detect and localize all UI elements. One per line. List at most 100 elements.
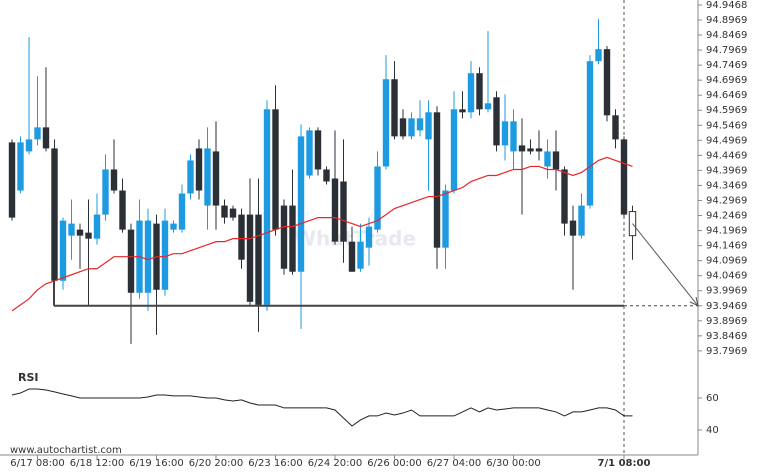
candle-body	[365, 226, 373, 248]
y-tick-label: 94.3469	[706, 180, 747, 191]
y-tick-label: 93.9969	[706, 286, 747, 297]
candle-body	[586, 61, 594, 206]
candle-body	[289, 205, 296, 272]
candle-body	[144, 220, 152, 293]
candle-body	[544, 151, 551, 167]
candle-body	[212, 151, 220, 206]
candle-body	[433, 112, 441, 248]
candle-body	[391, 79, 398, 137]
y-tick-label: 94.4469	[706, 150, 747, 161]
candle-body	[595, 49, 602, 62]
candle-body	[467, 73, 475, 113]
candle-body	[416, 118, 424, 131]
y-tick-label: 94.4969	[706, 135, 747, 146]
candle-body	[263, 109, 271, 305]
candle-body	[331, 178, 339, 242]
y-tick-label: 94.6469	[706, 90, 747, 101]
y-tick-label: 93.8469	[706, 331, 747, 342]
candle-body	[620, 139, 628, 215]
candle-body	[399, 118, 407, 137]
y-tick-label: 94.1969	[706, 226, 747, 237]
y-tick-label: 94.6969	[706, 75, 747, 86]
candle-body	[323, 169, 330, 182]
candle-body	[280, 205, 288, 269]
y-tick-label: 94.7969	[706, 45, 747, 56]
candle-body	[552, 151, 560, 170]
candle-body	[425, 112, 432, 140]
x-tick-label: 6/17 08:00	[10, 458, 64, 469]
candle-body	[110, 169, 118, 191]
candle-body	[25, 139, 33, 152]
candle-body	[476, 73, 483, 110]
rsi-line	[11, 388, 633, 427]
candle-body	[8, 142, 16, 218]
candle-body	[161, 220, 169, 290]
candle-body	[510, 121, 517, 152]
candle-body	[102, 169, 109, 215]
candle-body	[297, 136, 305, 272]
candle-body	[450, 109, 458, 191]
x-tick-label: 6/27 04:00	[427, 458, 481, 469]
candle-body	[272, 109, 279, 230]
y-tick-label: 93.7969	[706, 346, 747, 357]
candle-body	[561, 169, 568, 224]
y-tick-label: 93.8969	[706, 316, 747, 327]
candle-body	[42, 127, 50, 149]
candle-body	[85, 232, 92, 239]
candle-body	[238, 214, 245, 260]
candle-body	[442, 190, 449, 248]
candle-body	[578, 205, 585, 236]
candle-body	[195, 148, 203, 191]
candle-body	[459, 109, 466, 113]
y-tick-label: 94.0469	[706, 271, 747, 282]
candle-body	[246, 214, 254, 302]
candle-body	[501, 121, 509, 146]
y-tick-label: 94.2969	[706, 195, 747, 206]
candle-body	[170, 223, 177, 230]
y-tick-label: 94.0969	[706, 256, 747, 267]
x-tick-label: 6/30 00:00	[486, 458, 540, 469]
candle-body	[374, 166, 381, 230]
candle-body	[518, 145, 526, 152]
candle-body	[255, 214, 262, 305]
candle-body	[127, 229, 135, 293]
candle-body	[408, 118, 415, 137]
y-tick-label: 94.8469	[706, 30, 747, 41]
candle-body	[68, 223, 75, 236]
candle-body	[493, 97, 500, 146]
candle-body	[357, 241, 364, 269]
candle-body	[204, 148, 211, 206]
candle-body	[306, 130, 313, 176]
y-tick-label: 94.3969	[706, 165, 747, 176]
candle-body	[314, 130, 322, 170]
candle-body	[229, 208, 237, 218]
y-tick-label: 93.9469	[706, 301, 747, 312]
candle-body	[59, 220, 67, 281]
footer: www.autochartist.com	[10, 445, 122, 456]
y-tick-label: 94.8969	[706, 15, 747, 26]
x-tick-label: 6/24 20:00	[308, 458, 362, 469]
x-tick-label: 6/18 12:00	[70, 458, 124, 469]
candle-body	[603, 49, 611, 116]
x-tick-label: 6/20 20:00	[189, 458, 243, 469]
candle-body	[569, 220, 577, 236]
y-tick-label: 94.7469	[706, 60, 747, 71]
candle-body	[51, 148, 58, 281]
y-tick-label: 94.2469	[706, 211, 747, 222]
candle-body	[76, 229, 84, 236]
arrow-head	[689, 296, 699, 307]
candle-body	[535, 148, 543, 152]
candle-body	[348, 241, 356, 272]
x-tick-label: 6/26 00:00	[367, 458, 421, 469]
candle-body	[34, 127, 41, 140]
candle-body	[93, 214, 101, 239]
candle-body	[527, 148, 534, 152]
x-tick-label: 6/19 16:00	[129, 458, 183, 469]
y-tick-label: 94.9468	[706, 0, 747, 11]
y-tick-label: 94.5469	[706, 120, 747, 131]
candle-body	[340, 181, 347, 242]
y-tick-label: 94.1469	[706, 241, 747, 252]
forecast-arrow	[632, 223, 699, 307]
candle-body	[178, 193, 186, 230]
